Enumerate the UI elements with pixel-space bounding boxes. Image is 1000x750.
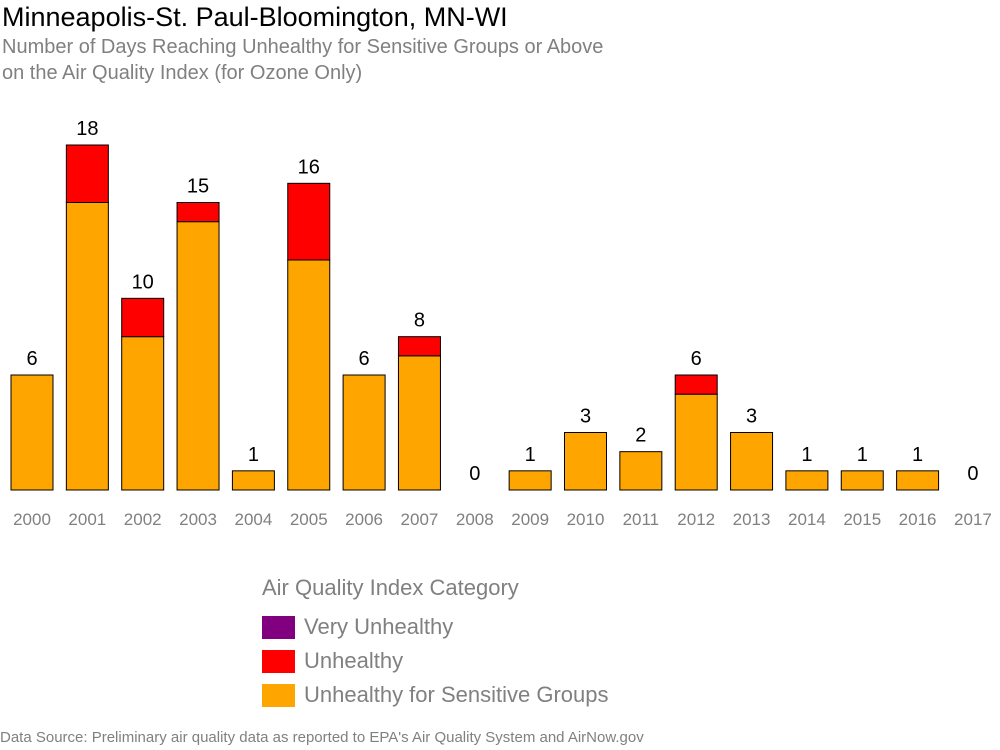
bar-2001-unhealthy xyxy=(65,144,109,203)
legend: Air Quality Index Category Very Unhealth… xyxy=(262,575,609,712)
bar-2001-unhealthy-for-sensitive-groups xyxy=(65,202,109,491)
data-label-2015: 1 xyxy=(857,444,868,466)
legend-swatch-unhealthy xyxy=(262,649,295,673)
bar-2009-unhealthy-for-sensitive-groups xyxy=(508,470,552,491)
data-label-2003: 15 xyxy=(187,176,209,198)
data-label-2008: 0 xyxy=(469,463,480,485)
bar-2012-unhealthy xyxy=(674,374,718,395)
x-tick-label-2015: 2015 xyxy=(843,510,881,529)
x-tick-label-2005: 2005 xyxy=(290,510,328,529)
bar-2005-unhealthy-for-sensitive-groups xyxy=(287,259,331,491)
data-label-2007: 8 xyxy=(414,310,425,332)
x-tick-label-2011: 2011 xyxy=(623,510,660,529)
bar-2015-unhealthy-for-sensitive-groups xyxy=(840,470,884,491)
x-tick-label-2008: 2008 xyxy=(456,510,494,529)
data-label-2016: 1 xyxy=(912,444,923,466)
bar-2012-unhealthy-for-sensitive-groups xyxy=(674,393,718,491)
data-label-2006: 6 xyxy=(359,348,370,370)
bar-2010-unhealthy-for-sensitive-groups xyxy=(564,432,607,491)
bar-2004-unhealthy-for-sensitive-groups xyxy=(231,470,275,491)
legend-item-very-unhealthy: Very Unhealthy xyxy=(262,610,609,644)
x-tick-label-2012: 2012 xyxy=(677,510,715,529)
data-label-2004: 1 xyxy=(248,444,259,466)
x-tick-label-2003: 2003 xyxy=(179,510,217,529)
data-label-2009: 1 xyxy=(525,444,536,466)
legend-label-unhealthy: Unhealthy xyxy=(304,648,404,673)
legend-item-unhealthy-sensitive: Unhealthy for Sensitive Groups xyxy=(262,678,609,712)
data-label-2017: 0 xyxy=(967,463,978,485)
legend-label-unhealthy-sensitive: Unhealthy for Sensitive Groups xyxy=(304,682,609,707)
x-tick-label-2004: 2004 xyxy=(234,510,272,529)
legend-swatch-unhealthy-sensitive xyxy=(262,683,295,707)
bar-2006-unhealthy-for-sensitive-groups xyxy=(342,374,386,491)
x-tick-label-2007: 2007 xyxy=(401,510,439,529)
x-tick-label-2006: 2006 xyxy=(345,510,383,529)
legend-swatch-very-unhealthy xyxy=(262,615,295,639)
bar-2016-unhealthy-for-sensitive-groups xyxy=(896,470,940,491)
bar-2011-unhealthy-for-sensitive-groups xyxy=(619,451,663,491)
data-label-2011: 2 xyxy=(635,425,646,447)
data-label-2001: 18 xyxy=(76,118,98,140)
data-label-2005: 16 xyxy=(298,156,320,178)
bar-2007-unhealthy xyxy=(397,336,441,357)
bar-2003-unhealthy xyxy=(176,202,220,223)
bar-2002-unhealthy-for-sensitive-groups xyxy=(121,336,165,491)
x-tick-label-2010: 2010 xyxy=(567,510,605,529)
x-tick-label-2009: 2009 xyxy=(511,510,549,529)
legend-title: Air Quality Index Category xyxy=(262,575,519,600)
x-tick-label-2014: 2014 xyxy=(788,510,826,529)
bar-2007-unhealthy-for-sensitive-groups xyxy=(397,355,441,491)
x-tick-label-2002: 2002 xyxy=(124,510,162,529)
data-label-2010: 3 xyxy=(580,406,591,428)
x-tick-label-2017: 2017 xyxy=(954,510,992,529)
bar-2005-unhealthy xyxy=(287,182,331,261)
data-label-2002: 10 xyxy=(132,271,154,293)
x-tick-label-2000: 2000 xyxy=(13,510,51,529)
x-tick-label-2016: 2016 xyxy=(899,510,937,529)
data-source-note: Data Source: Preliminary air quality dat… xyxy=(0,729,644,746)
bar-2014-unhealthy-for-sensitive-groups xyxy=(785,470,829,491)
chart-subtitle-line-2: on the Air Quality Index (for Ozone Only… xyxy=(2,62,363,84)
bar-2002-unhealthy xyxy=(121,297,165,338)
legend-label-very-unhealthy: Very Unhealthy xyxy=(304,614,454,639)
data-label-2013: 3 xyxy=(746,406,757,428)
bar-chart: 6200018200110200215200312004162005620068… xyxy=(10,118,992,529)
data-label-2012: 6 xyxy=(691,348,702,370)
bar-2003-unhealthy-for-sensitive-groups xyxy=(176,221,220,491)
data-label-2000: 6 xyxy=(26,348,37,370)
bar-2013-unhealthy-for-sensitive-groups xyxy=(730,432,774,491)
x-tick-label-2001: 2001 xyxy=(68,510,106,529)
chart-title: Minneapolis-St. Paul-Bloomington, MN-WI xyxy=(2,2,508,32)
x-tick-label-2013: 2013 xyxy=(733,510,771,529)
data-label-2014: 1 xyxy=(801,444,812,466)
chart-subtitle-line-1: Number of Days Reaching Unhealthy for Se… xyxy=(2,36,604,58)
bar-2000-unhealthy-for-sensitive-groups xyxy=(10,374,54,491)
legend-item-unhealthy: Unhealthy xyxy=(262,644,609,678)
